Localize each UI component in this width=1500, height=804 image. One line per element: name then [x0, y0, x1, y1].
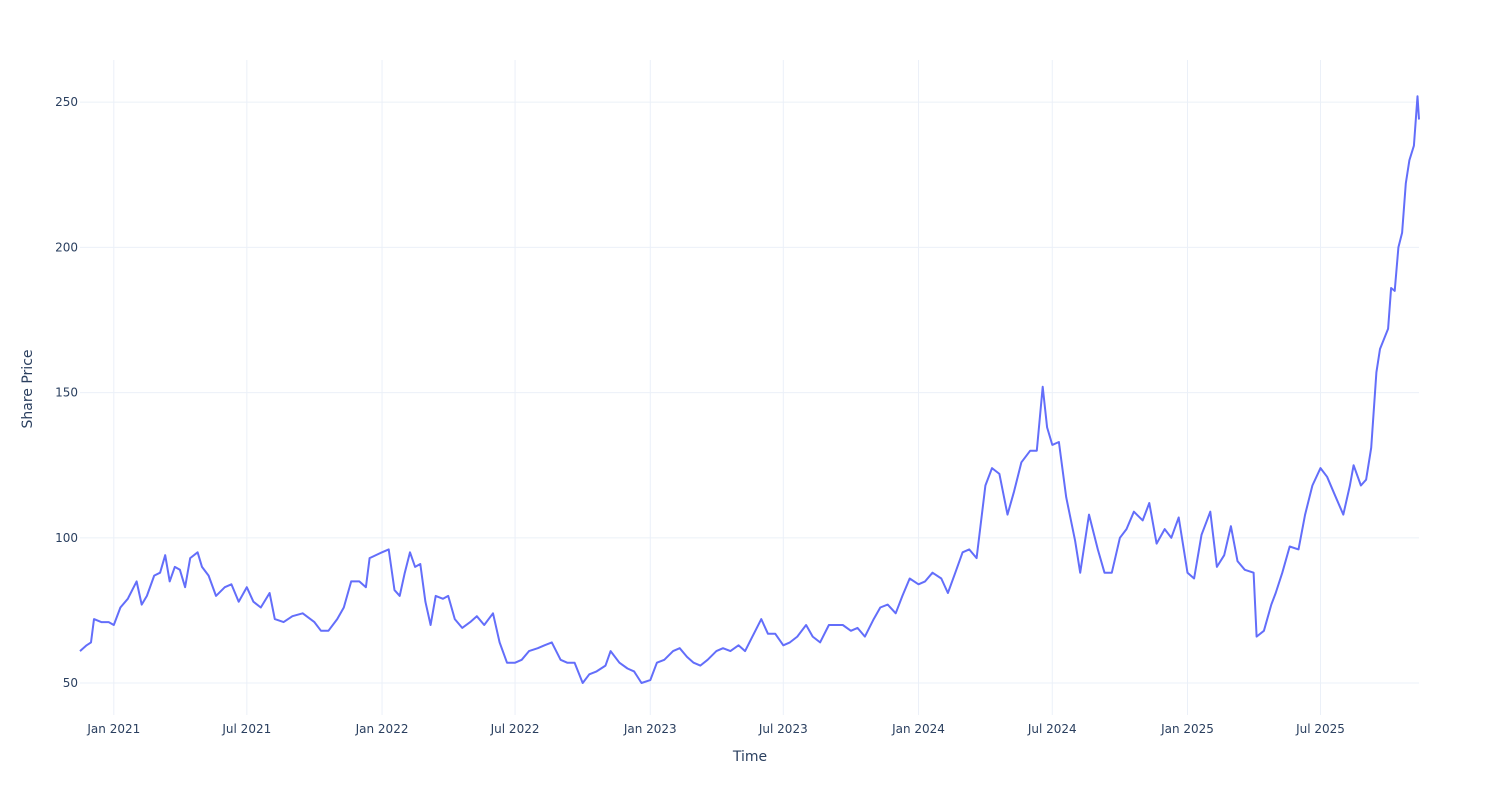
- y-tick-label: 150: [55, 386, 78, 400]
- y-tick-label: 250: [55, 95, 78, 109]
- x-tick-label: Jul 2025: [1295, 722, 1345, 736]
- gridlines: [80, 60, 1419, 715]
- tick-labels: Jan 2021 Jul 2021 Jan 2022 Jul 2022 Jan 2023…: [55, 95, 1345, 736]
- x-tick-label: Jul 2024: [1027, 722, 1077, 736]
- x-tick-label: Jan 2022: [355, 722, 409, 736]
- y-tick-label: 200: [55, 240, 78, 254]
- share-price-line: [79, 95, 1420, 684]
- x-axis-title: Time: [732, 749, 767, 765]
- x-tick-label: Jan 2021: [86, 722, 140, 736]
- x-tick-label: Jul 2023: [758, 722, 808, 736]
- x-tick-label: Jul 2022: [490, 722, 540, 736]
- y-tick-label: 100: [55, 531, 78, 545]
- y-tick-label: 50: [63, 676, 78, 690]
- x-tick-label: Jul 2021: [221, 722, 271, 736]
- x-tick-label: Jan 2023: [623, 722, 677, 736]
- x-tick-label: Jan 2025: [1160, 722, 1214, 736]
- y-axis-title: Share Price: [20, 349, 36, 428]
- x-tick-label: Jan 2024: [891, 722, 945, 736]
